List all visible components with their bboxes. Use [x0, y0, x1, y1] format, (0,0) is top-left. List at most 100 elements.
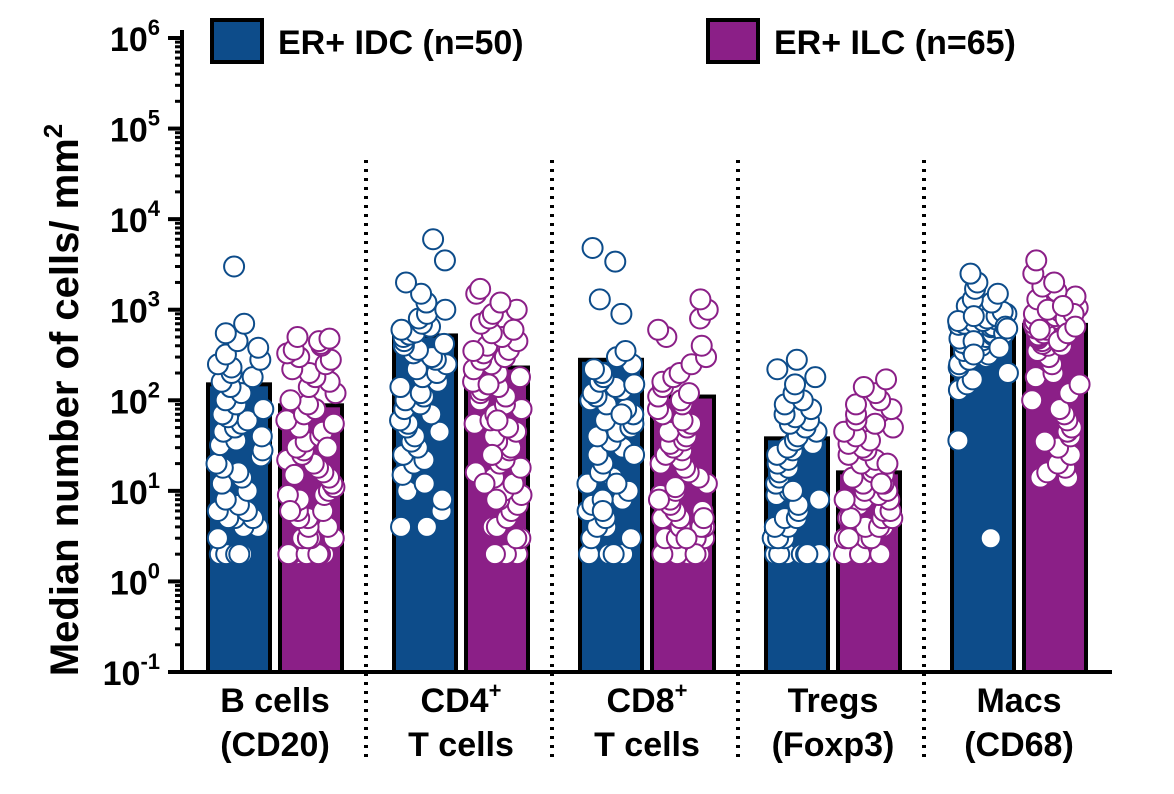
point-ilc-1-58: [469, 277, 492, 300]
point-ilc-1-64: [462, 340, 485, 363]
point-idc-0-21: [205, 452, 228, 475]
point-idc-3-20: [808, 488, 831, 511]
point-idc-0-5: [228, 543, 251, 566]
point-idc-1-47: [395, 271, 418, 294]
point-ilc-2-57: [647, 318, 670, 341]
y-tick-label-7: 106: [110, 15, 160, 59]
point-idc-4-5: [996, 362, 1019, 385]
point-idc-3-10: [796, 543, 819, 566]
point-idc-3-46: [804, 366, 827, 389]
y-tick-label-3: 102: [110, 377, 160, 421]
point-ilc-1-51: [502, 318, 525, 341]
y-axis-label-text: Median number of cells/ mm: [43, 138, 87, 676]
point-ilc-4-56: [1028, 318, 1051, 341]
point-idc-1-13: [428, 420, 451, 443]
point-idc-4-47: [962, 343, 985, 366]
point-idc-2-45: [610, 403, 633, 426]
point-idc-4-49: [996, 317, 1019, 340]
point-ilc-1-62: [486, 409, 509, 432]
point-idc-4-38: [986, 282, 1009, 305]
point-ilc-2-62: [675, 527, 698, 550]
point-ilc-1-39: [508, 366, 531, 389]
point-idc-1-39: [390, 318, 413, 341]
point-ilc-0-6: [277, 543, 300, 566]
point-idc-3-48: [785, 348, 808, 371]
point-idc-1-23: [389, 376, 412, 399]
point-ilc-0-64: [279, 499, 302, 522]
point-idc-0-26: [250, 425, 273, 448]
point-idc-3-47: [766, 358, 789, 381]
point-ilc-4-7: [1033, 430, 1056, 453]
point-ilc-0-62: [283, 463, 306, 486]
point-idc-0-6: [206, 527, 229, 550]
point-ilc-4-51: [1043, 271, 1066, 294]
point-ilc-0-39: [322, 412, 345, 435]
category-label-3-line1: Tregs: [788, 682, 879, 720]
legend-label-idc: ER+ IDC (n=50): [278, 24, 524, 62]
point-ilc-4-13: [1048, 398, 1071, 421]
category-label-4-line2: (CD68): [964, 726, 1074, 764]
point-ilc-3-59: [875, 368, 898, 391]
point-ilc-2-48: [677, 382, 700, 405]
point-idc-4-0: [979, 527, 1002, 550]
category-label-2-line1: CD8+: [607, 678, 688, 720]
point-idc-0-33: [252, 398, 275, 421]
point-ilc-3-64: [876, 452, 899, 475]
point-ilc-0-60: [286, 325, 309, 348]
point-idc-1-46: [410, 282, 433, 305]
point-idc-0-49: [223, 255, 246, 278]
point-idc-3-49: [781, 479, 804, 502]
point-ilc-1-61: [481, 443, 504, 466]
point-ilc-2-26: [664, 476, 687, 499]
point-idc-2-40: [614, 340, 637, 363]
category-label-2-line2: T cells: [594, 726, 700, 764]
point-idc-4-48: [988, 336, 1011, 359]
category-label-0-line2: (CD20): [220, 726, 330, 764]
point-idc-4-1: [947, 429, 970, 452]
point-ilc-1-5: [505, 527, 528, 550]
point-ilc-3-63: [870, 472, 893, 495]
point-ilc-0-44: [279, 389, 302, 412]
y-axis-label-sup: 2: [38, 124, 68, 138]
category-label-0-line1: B cells: [220, 682, 330, 720]
legend-label-ilc: ER+ ILC (n=65): [774, 24, 1016, 62]
point-idc-1-0: [390, 515, 413, 538]
point-ilc-1-60: [473, 472, 496, 495]
point-ilc-3-58: [852, 376, 875, 399]
y-tick-label-1: 100: [110, 558, 160, 602]
point-ilc-1-3: [483, 543, 506, 566]
point-ilc-3-50: [881, 416, 904, 439]
y-tick-label-5: 104: [110, 196, 161, 240]
point-idc-0-47: [214, 322, 237, 345]
category-separators: [364, 160, 926, 760]
point-ilc-4-64: [1064, 315, 1087, 338]
category-label-1-line2: T cells: [408, 726, 514, 764]
point-ilc-4-53: [1025, 249, 1048, 272]
point-ilc-0-59: [318, 327, 341, 350]
point-idc-2-47: [605, 472, 628, 495]
point-ilc-2-63: [692, 507, 715, 530]
category-label-4-line1: Macs: [976, 682, 1061, 720]
y-tick-label-6: 105: [110, 106, 160, 150]
point-idc-4-41: [959, 262, 982, 285]
point-idc-2-42: [588, 288, 611, 311]
point-idc-1-44: [434, 298, 457, 321]
point-ilc-1-63: [477, 373, 500, 396]
point-idc-1-48: [433, 249, 456, 272]
point-ilc-1-56: [489, 291, 512, 314]
y-tick-label-2: 101: [110, 468, 160, 512]
point-idc-2-44: [581, 237, 604, 260]
point-idc-2-46: [623, 443, 646, 466]
y-ticks: 10-1 100 101 102 103 104 105 106: [103, 15, 182, 693]
point-ilc-3-62: [833, 488, 856, 511]
y-tick-label-4: 103: [110, 287, 160, 331]
category-label-1-line1: CD4+: [421, 678, 502, 720]
x-categories: B cells (CD20) CD4+ T cells CD8+ T cells Tregs…: [220, 678, 1074, 764]
point-idc-0-45: [247, 336, 270, 359]
legend: ER+ IDC (n=50) ER+ ILC (n=65): [210, 18, 1016, 64]
point-ilc-4-61: [1051, 294, 1074, 317]
point-ilc-4-17: [1024, 366, 1047, 389]
point-ilc-4-16: [1068, 373, 1091, 396]
point-idc-4-46: [962, 305, 985, 328]
point-ilc-0-61: [316, 436, 339, 459]
